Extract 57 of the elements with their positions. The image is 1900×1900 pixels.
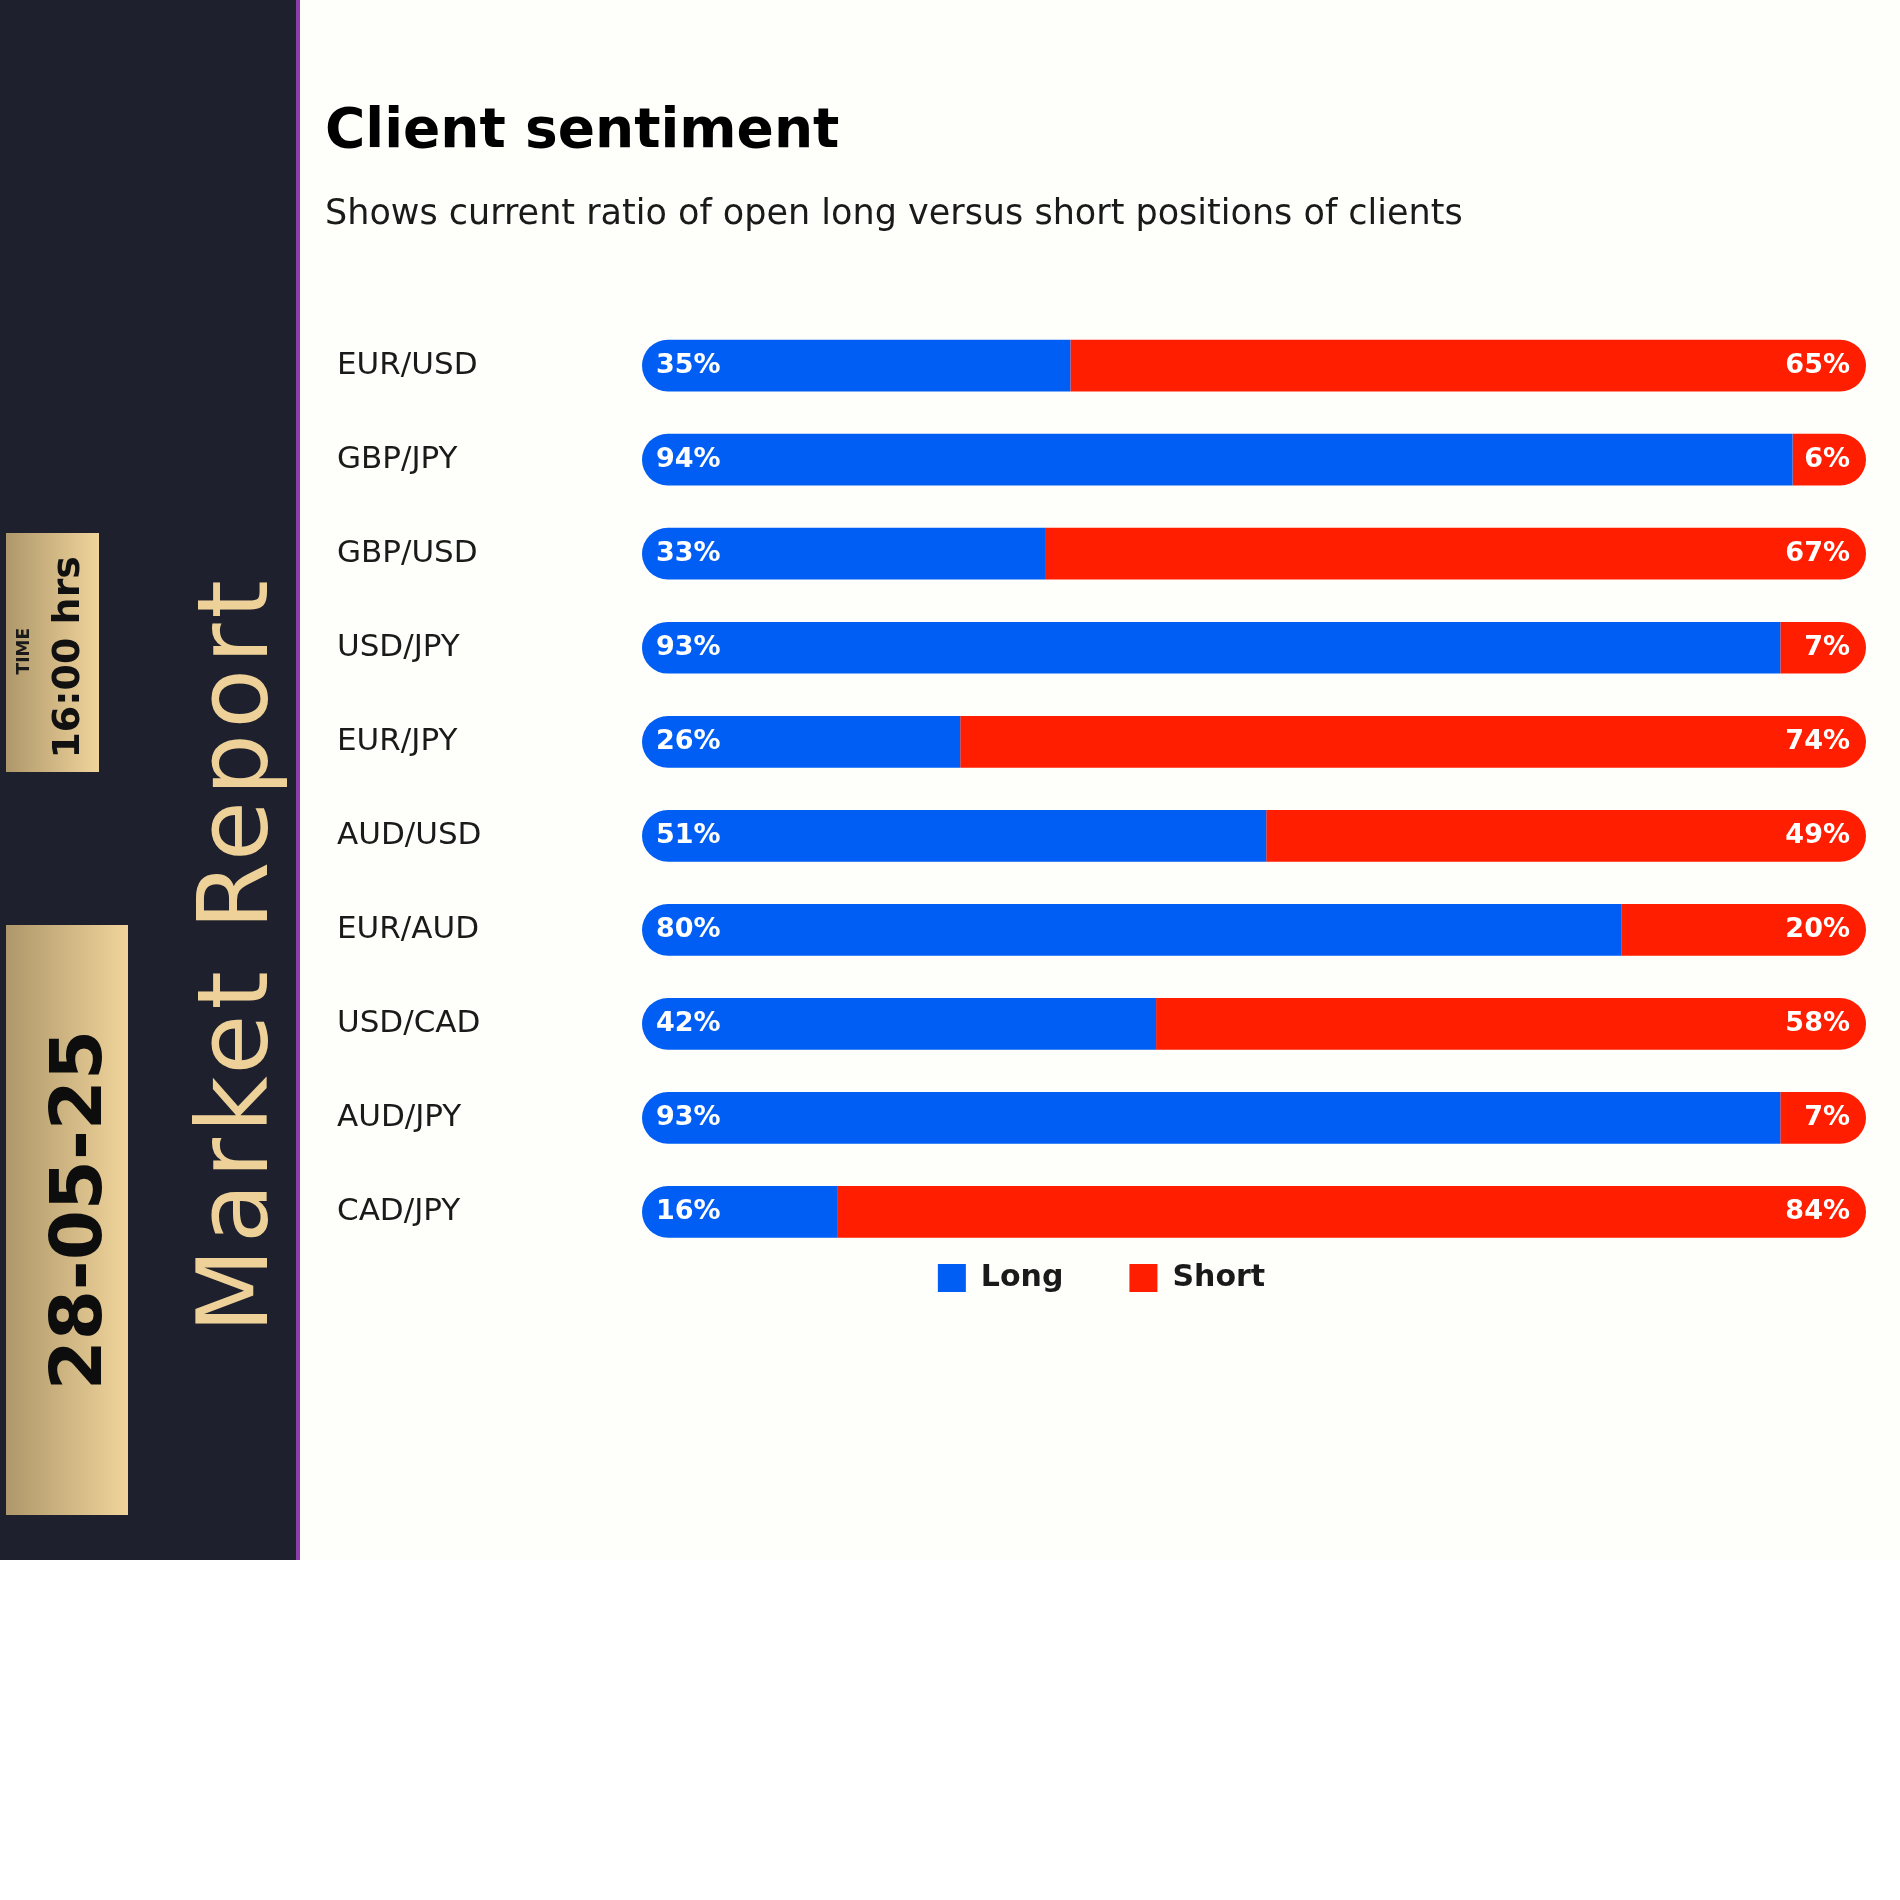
bar xyxy=(1780,1092,1866,1144)
y-tick-label: EUR/AUD xyxy=(337,908,480,945)
y-tick-label: GBP/JPY xyxy=(337,438,458,475)
chart-title: Client sentiment xyxy=(325,96,840,160)
data-label: 84% xyxy=(1785,1194,1850,1225)
bar xyxy=(1045,527,1866,580)
bar xyxy=(1780,621,1866,674)
bar xyxy=(960,715,1866,768)
y-tick-label: USD/JPY xyxy=(337,626,460,663)
bar xyxy=(642,1092,1781,1144)
bar xyxy=(642,809,1267,862)
bar xyxy=(642,998,1157,1050)
data-label: 49% xyxy=(1785,817,1850,849)
data-label: 7% xyxy=(1804,1099,1850,1131)
data-label: 6% xyxy=(1804,441,1850,473)
text: 16:00 hrs xyxy=(44,556,88,759)
data-label: 80% xyxy=(656,911,721,943)
bar xyxy=(642,621,1781,674)
bar xyxy=(642,715,961,768)
data-label: 16% xyxy=(656,1194,721,1225)
data-label: 65% xyxy=(1785,347,1850,379)
bar xyxy=(1070,339,1866,392)
bar xyxy=(1266,809,1866,862)
bar xyxy=(1156,998,1866,1050)
data-label: 35% xyxy=(656,347,721,379)
data-label: 26% xyxy=(656,723,721,755)
data-label: 74% xyxy=(1785,723,1850,755)
bar xyxy=(837,1186,1866,1238)
bar xyxy=(642,1186,838,1238)
bar xyxy=(642,433,1793,486)
text: Market Report xyxy=(176,575,290,1333)
y-tick-label: EUR/USD xyxy=(337,344,478,381)
data-label: 67% xyxy=(1785,535,1850,567)
y-tick-label: EUR/JPY xyxy=(337,720,458,757)
y-tick-label: GBP/USD xyxy=(337,532,478,569)
y-tick-label: USD/CAD xyxy=(337,1002,481,1039)
data-label: 7% xyxy=(1804,629,1850,661)
data-label: 58% xyxy=(1785,1005,1850,1037)
y-tick-label: CAD/JPY xyxy=(337,1191,461,1228)
y-tick-label: AUD/JPY xyxy=(337,1096,462,1133)
legend-label: Long xyxy=(980,1257,1064,1293)
data-label: 33% xyxy=(656,535,721,567)
bar xyxy=(642,904,1622,956)
data-label: 93% xyxy=(656,1099,721,1131)
y-tick-label: AUD/USD xyxy=(337,814,482,851)
bar xyxy=(642,527,1046,580)
data-label: 42% xyxy=(656,1005,721,1037)
data-label: 51% xyxy=(656,817,721,849)
text: TIME xyxy=(13,628,33,675)
text: 28-05-25 xyxy=(34,1030,118,1391)
bar xyxy=(642,339,1071,392)
chart-subtitle: Shows current ratio of open long versus short positions of clients xyxy=(325,192,1463,232)
data-label: 20% xyxy=(1785,911,1850,943)
bar xyxy=(1621,904,1866,956)
legend-label: Short xyxy=(1172,1257,1266,1293)
data-label: 93% xyxy=(656,629,721,661)
data-label: 94% xyxy=(656,441,721,473)
